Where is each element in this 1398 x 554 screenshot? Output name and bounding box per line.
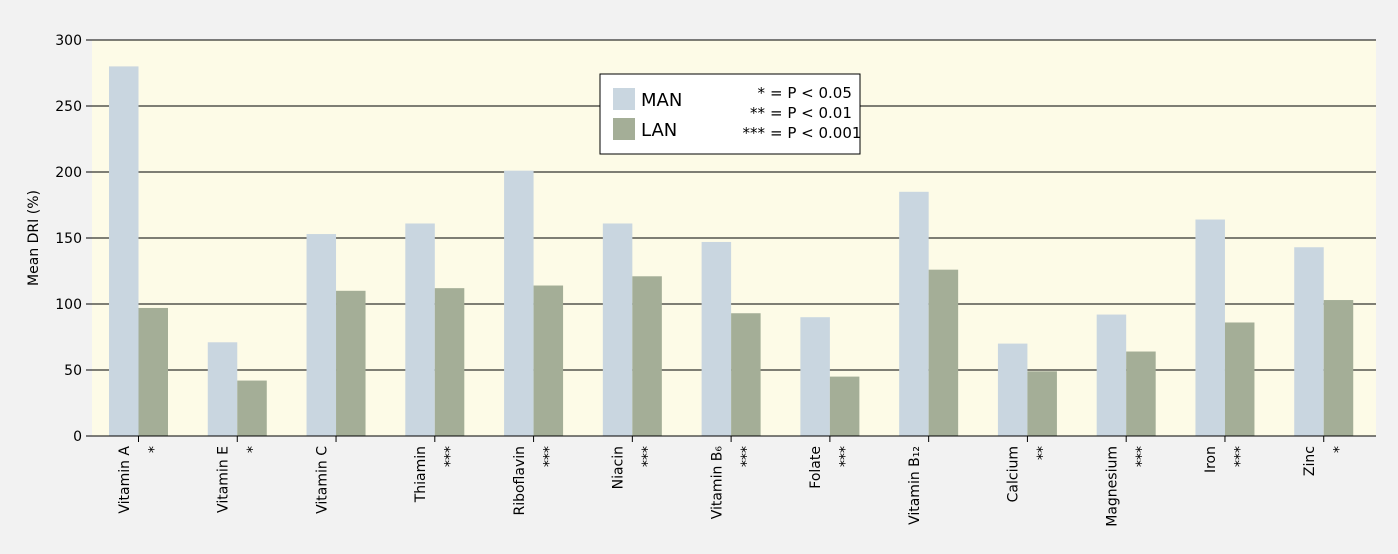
x-tick-label: Thiamin <box>413 446 429 503</box>
bar <box>504 170 534 436</box>
bar <box>306 234 337 436</box>
bar <box>701 241 732 436</box>
bar <box>928 269 959 436</box>
x-tick-label: Vitamin C <box>314 446 330 514</box>
legend-note-label: = P < 0.01 <box>770 104 852 122</box>
bar <box>1224 322 1255 436</box>
legend-note-symbol: ** <box>750 104 766 122</box>
x-tick-label: Calcium <box>1006 446 1022 502</box>
legend-note-label: = P < 0.001 <box>770 124 861 142</box>
significance-label: *** <box>443 446 459 467</box>
bar <box>632 276 662 436</box>
legend-swatch <box>613 118 635 140</box>
significance-label: *** <box>1134 446 1150 467</box>
y-tick-label: 250 <box>55 99 82 115</box>
significance-label: *** <box>1233 446 1249 467</box>
legend-note-symbol: *** <box>743 124 766 142</box>
x-tick-label: Niacin <box>611 446 627 489</box>
x-tick-label: Vitamin B₁₂ <box>907 446 923 525</box>
bar <box>1096 314 1127 436</box>
x-tick-label: Vitamin E <box>216 446 232 513</box>
bar <box>336 290 366 436</box>
bar <box>138 307 168 436</box>
legend-label: LAN <box>641 120 677 141</box>
legend-label: MAN <box>641 90 682 111</box>
significance-label: *** <box>541 446 557 467</box>
y-tick-label: 200 <box>55 165 82 181</box>
legend-box <box>599 73 861 155</box>
bar <box>731 313 761 436</box>
y-axis-label: Mean DRI (%) <box>26 190 42 286</box>
y-tick-label: 150 <box>55 231 82 247</box>
bar <box>602 223 633 436</box>
bar <box>1027 371 1057 436</box>
bar <box>800 317 830 436</box>
bar <box>207 342 238 436</box>
x-tick-label: Magnesium <box>1104 446 1120 527</box>
x-tick-label: Vitamin A <box>117 446 133 514</box>
bar <box>829 376 860 436</box>
x-tick-label: Vitamin B₆ <box>709 446 725 520</box>
significance-label: * <box>245 446 261 453</box>
legend-note-symbol: * <box>758 84 766 102</box>
x-tick-label: Zinc <box>1302 446 1318 476</box>
bar <box>1323 300 1354 436</box>
bar <box>533 285 564 436</box>
bar <box>899 191 929 436</box>
x-tick-label: Folate <box>808 446 824 489</box>
significance-label: *** <box>640 446 656 467</box>
legend-note-label: = P < 0.05 <box>770 84 852 102</box>
bar <box>237 380 267 436</box>
y-tick-label: 300 <box>55 33 82 49</box>
y-tick-label: 100 <box>55 297 82 313</box>
x-tick-label: Riboflavin <box>512 446 528 516</box>
significance-label: *** <box>739 446 755 467</box>
significance-label: * <box>146 446 162 453</box>
bar <box>1195 219 1225 436</box>
x-tick-label: Iron <box>1203 446 1219 473</box>
y-tick-label: 0 <box>73 429 82 445</box>
bar <box>405 223 435 436</box>
significance-label: *** <box>838 446 854 467</box>
bar <box>1294 247 1324 436</box>
y-tick-label: 50 <box>64 363 82 379</box>
bar <box>997 343 1028 436</box>
legend-swatch <box>613 88 635 110</box>
bar <box>1126 351 1156 436</box>
bar <box>434 288 465 436</box>
significance-label: * <box>1331 446 1347 453</box>
significance-label: ** <box>1035 446 1051 460</box>
bar <box>109 66 139 437</box>
